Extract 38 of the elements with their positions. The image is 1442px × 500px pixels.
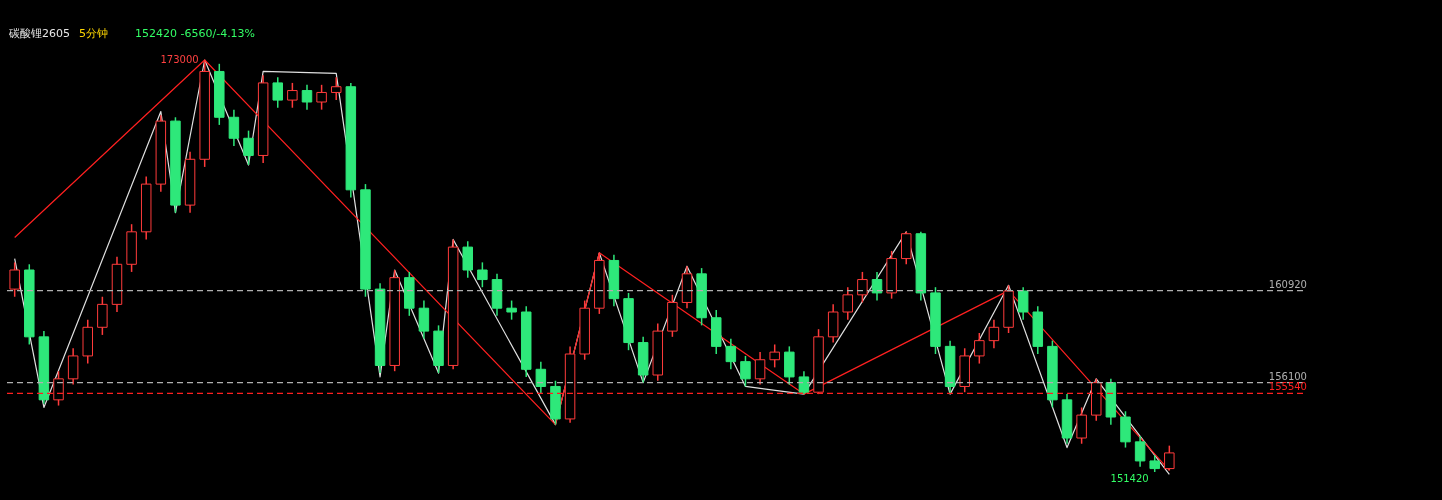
candlestick (1134, 435, 1146, 468)
annotation: 173000 (160, 54, 199, 65)
candlestick (725, 337, 737, 371)
candlestick (1076, 406, 1087, 445)
candlestick (97, 295, 108, 336)
text: 152420 -6560/-4.13% (135, 27, 256, 40)
candlestick (1164, 444, 1175, 472)
candlestick (418, 299, 430, 340)
candlestick (1017, 286, 1029, 321)
chart-title: 碳酸锂2605 (8, 27, 70, 40)
candlestick (798, 370, 810, 395)
candlestick (477, 261, 488, 288)
candlestick (988, 318, 1000, 350)
candlestick (228, 108, 240, 147)
chart-subtitle: 5分钟 (79, 27, 108, 40)
candlestick (9, 261, 20, 298)
candlestick (754, 351, 766, 386)
candlestick (871, 271, 883, 302)
candlestick (67, 347, 79, 386)
candlestick (462, 240, 474, 279)
candlestick (301, 84, 313, 111)
candlestick (769, 343, 780, 369)
candlestick (535, 360, 547, 395)
candlestick (316, 84, 327, 111)
candlestick (272, 76, 284, 109)
candlestick (330, 76, 342, 101)
candlestick (974, 332, 985, 365)
candlestick (857, 271, 868, 304)
candlestick (506, 299, 517, 321)
candlestick (842, 286, 854, 321)
ref-line-label: 155540 (1268, 381, 1307, 393)
ref-line-label: 160920 (1268, 278, 1307, 290)
candlestick (740, 355, 751, 388)
text: 151420 (1110, 473, 1149, 484)
ref-line-label: 156100 (1268, 370, 1307, 382)
candlestick (53, 370, 64, 407)
candlestick (287, 82, 298, 109)
candlestick (243, 129, 254, 166)
